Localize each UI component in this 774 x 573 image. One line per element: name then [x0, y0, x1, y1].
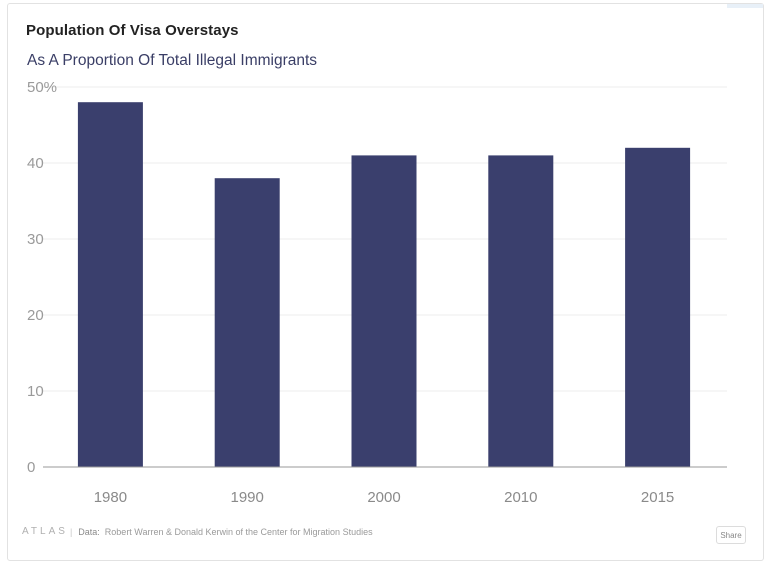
- share-button[interactable]: Share: [716, 526, 746, 544]
- x-tick-label: 2000: [367, 489, 400, 506]
- chart-title: Population Of Visa Overstays: [26, 22, 239, 39]
- bar-1980: [77, 102, 143, 467]
- x-tick-label: 2015: [641, 489, 674, 506]
- chart-subtitle: As A Proportion Of Total Illegal Immigra…: [27, 52, 318, 69]
- y-tick-label: 50%: [27, 79, 57, 96]
- data-label: Data:: [78, 526, 100, 537]
- y-tick-label: 0: [27, 459, 35, 476]
- bar-2015: [625, 147, 691, 468]
- bar-2000: [351, 155, 417, 467]
- data-source: Robert Warren & Donald Kerwin of the Cen…: [104, 526, 373, 537]
- x-tick-label: 1990: [231, 489, 264, 506]
- chart-footer: ATLAS | Data: Robert Warren & Donald Ker…: [22, 526, 373, 537]
- bar-2010: [488, 155, 554, 467]
- y-tick-label: 10: [27, 383, 44, 400]
- corner-accent: [727, 4, 763, 8]
- bar-1990: [214, 178, 280, 467]
- footer-separator: |: [69, 526, 73, 537]
- atlas-logo[interactable]: ATLAS: [22, 526, 68, 537]
- y-tick-label: 30: [27, 231, 44, 248]
- x-tick-label: 1980: [94, 489, 127, 506]
- y-tick-label: 20: [27, 307, 44, 324]
- y-tick-label: 40: [27, 155, 44, 172]
- x-tick-label: 2010: [504, 489, 537, 506]
